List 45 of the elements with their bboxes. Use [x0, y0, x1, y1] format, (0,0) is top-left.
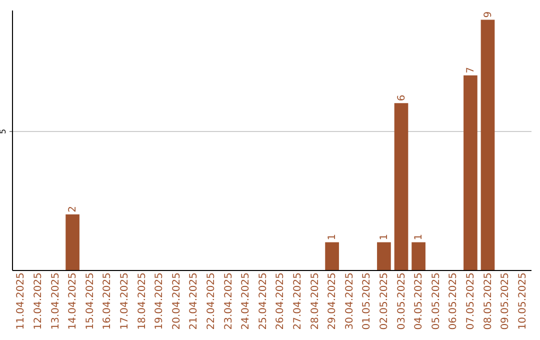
- x-tick-label: 25.04.2025: [258, 272, 269, 330]
- y-tick-label: 5: [0, 128, 8, 134]
- x-tick-label: 22.04.2025: [206, 272, 217, 330]
- data-label: 1: [378, 234, 390, 240]
- bar: [464, 75, 478, 270]
- bar: [377, 242, 391, 270]
- data-label: 7: [465, 66, 476, 74]
- x-tick-label: 11.04.2025: [16, 272, 27, 330]
- x-tick-label: 30.04.2025: [344, 272, 356, 330]
- x-tick-label: 21.04.2025: [188, 272, 200, 330]
- x-tick-label: 05.05.2025: [430, 272, 442, 330]
- x-tick-label: 16.04.2025: [102, 272, 114, 330]
- x-tick-label: 06.05.2025: [448, 272, 460, 330]
- x-tick-label: 09.05.2025: [500, 272, 512, 330]
- data-label: 1: [414, 234, 425, 240]
- data-label: 6: [396, 94, 408, 102]
- bar: [394, 103, 408, 270]
- x-tick-label: 10.05.2025: [517, 272, 528, 330]
- data-label: 2: [68, 206, 79, 212]
- bar: [480, 20, 495, 270]
- x-tick-label: 03.05.2025: [396, 272, 408, 330]
- x-tick-label: 13.04.2025: [50, 272, 62, 330]
- x-tick-label: 26.04.2025: [275, 272, 286, 330]
- x-tick-label: 20.04.2025: [171, 272, 182, 330]
- data-label: 9: [482, 11, 494, 18]
- bar: [66, 214, 80, 270]
- x-tick-label: 24.04.2025: [240, 272, 252, 330]
- x-tick-label: 28.04.2025: [310, 272, 321, 330]
- x-tick-label: 07.05.2025: [465, 272, 476, 330]
- x-tick-label: 27.04.2025: [292, 272, 304, 330]
- x-tick-label: 17.04.2025: [119, 272, 130, 330]
- x-tick-label: 15.04.2025: [84, 272, 96, 330]
- x-tick-label: 02.05.2025: [378, 272, 390, 330]
- x-tick-label: 18.04.2025: [136, 272, 148, 330]
- x-tick-label: 04.05.2025: [414, 272, 425, 330]
- x-tick-label: 12.04.2025: [32, 272, 44, 330]
- x-tick-label: 08.05.2025: [482, 272, 494, 330]
- x-tick-label: 23.04.2025: [223, 272, 234, 330]
- x-tick-label: 01.05.2025: [362, 272, 373, 330]
- x-tick-label: 29.04.2025: [327, 272, 338, 330]
- x-tick-label: 19.04.2025: [154, 272, 166, 330]
- bar: [325, 242, 339, 270]
- x-tick-label: 14.04.2025: [68, 272, 79, 330]
- data-label: 1: [327, 234, 338, 240]
- bar: [412, 242, 426, 270]
